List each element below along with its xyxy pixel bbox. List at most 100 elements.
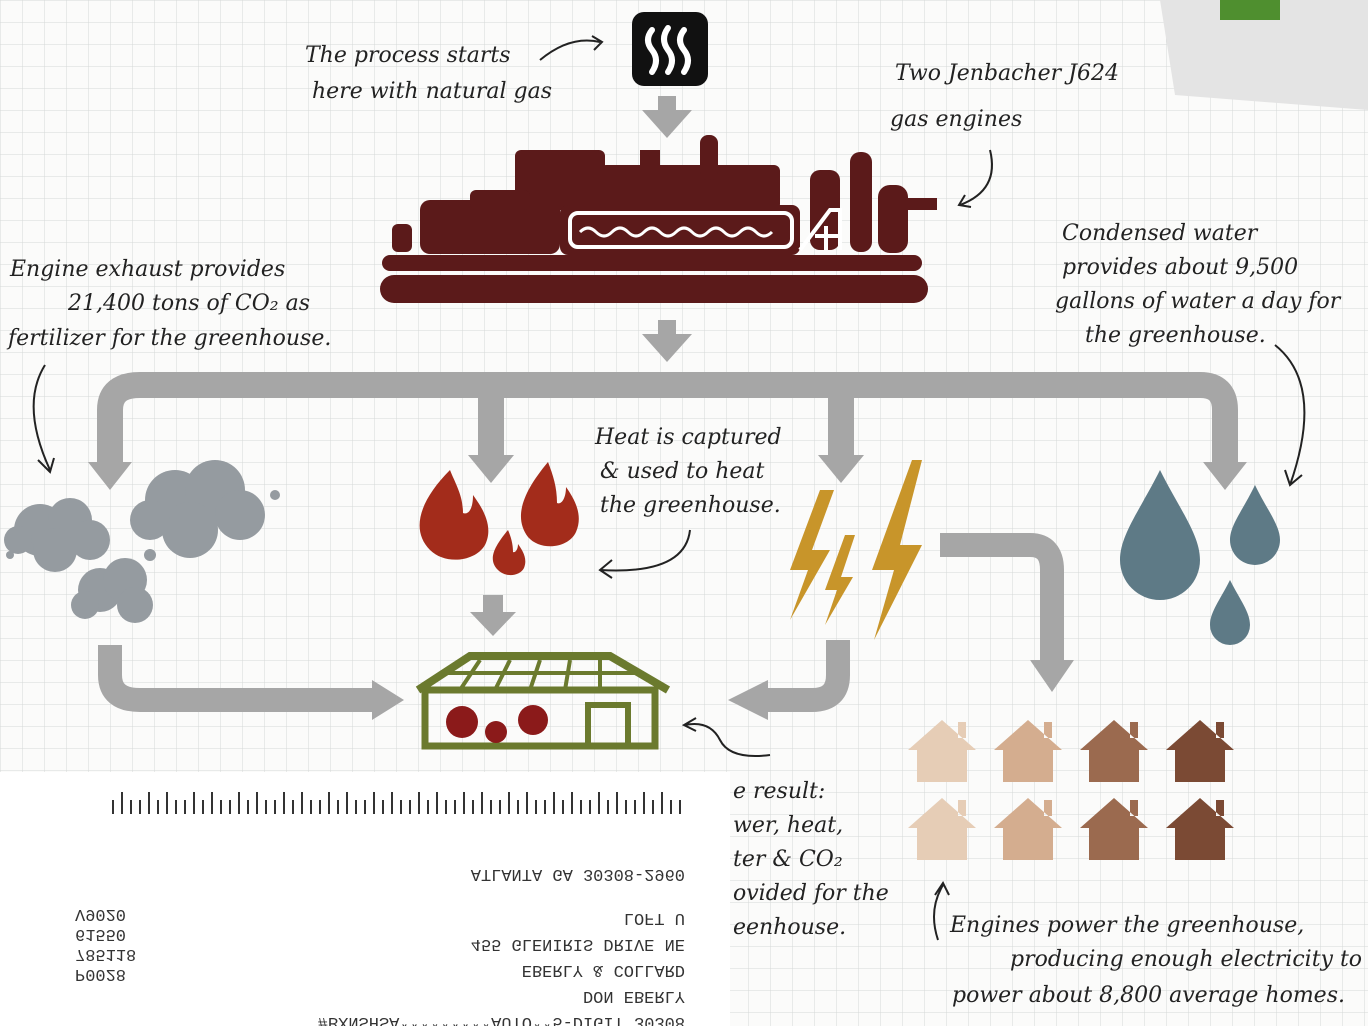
infographic: The process starts here with natural gas… (0, 0, 1368, 1026)
label-code: 61550 (75, 924, 126, 943)
barcode-bar (571, 792, 573, 814)
barcode-bar (355, 800, 357, 814)
barcode-bar (454, 800, 456, 814)
annotation-text: the greenhouse. (1085, 323, 1266, 348)
barcode-bar (373, 792, 375, 814)
barcode-bar (391, 792, 393, 814)
barcode-bar (436, 792, 438, 814)
annotation-text: wer, heat, (733, 813, 843, 838)
barcode-bar (625, 800, 627, 814)
annotation-text: ter & CO₂ (733, 847, 843, 872)
barcode-bar (274, 800, 276, 814)
annotation-text: gas engines (890, 107, 1022, 132)
annotation-text: & used to heat (600, 459, 765, 484)
annotation-text: provides about 9,500 (1062, 255, 1298, 280)
barcode-bar (544, 800, 546, 814)
barcode-bar (175, 800, 177, 814)
barcode-bar (265, 800, 267, 814)
barcode-bar (445, 800, 447, 814)
label-line: EBERLY & COLLARD (522, 960, 685, 979)
annotation-text: fertilizer for the greenhouse. (6, 326, 331, 351)
annotation-text: the greenhouse. (600, 493, 781, 518)
barcode-bar (364, 800, 366, 814)
barcode-bar (193, 792, 195, 814)
annotation-text: producing enough electricity to (1010, 947, 1362, 972)
barcode-bar (463, 792, 465, 814)
barcode-bar (409, 800, 411, 814)
label-line: #BXNSHSA*********AUTO**5-DIGIT 30308 (318, 1012, 685, 1026)
barcode-bar (526, 792, 528, 814)
barcode-bar (661, 792, 663, 814)
label-line: 455 GLENIRIS DRIVE NE (471, 934, 685, 953)
barcode-bar (121, 792, 123, 814)
label-code: V9020 (75, 904, 126, 923)
annotation-text: Heat is captured (594, 425, 782, 450)
barcode-bar (427, 800, 429, 814)
barcode-bar (670, 800, 672, 814)
annotation-text: eenhouse. (733, 915, 846, 940)
barcode-bar (283, 792, 285, 814)
barcode-bar (382, 800, 384, 814)
annotation-text: Engines power the greenhouse, (949, 913, 1304, 938)
barcode-bar (148, 792, 150, 814)
barcode-bar (580, 800, 582, 814)
mailing-label: #BXNSHSA*********AUTO**5-DIGIT 30308 DON… (0, 772, 730, 1026)
barcode-bar (400, 800, 402, 814)
label-line: ATLANTA GA 30308-2960 (471, 864, 685, 883)
annotation-text: The process starts (305, 43, 511, 68)
annotation-text: Two Jenbacher J624 (895, 61, 1119, 86)
barcode-bar (166, 792, 168, 814)
barcode-bar (481, 792, 483, 814)
barcode-bar (418, 792, 420, 814)
annotation-text: power about 8,800 average homes. (952, 983, 1345, 1008)
barcode-bar (256, 792, 258, 814)
barcode-bar (130, 800, 132, 814)
annotation-text: Engine exhaust provides (9, 257, 285, 282)
barcode-bar (328, 792, 330, 814)
barcode-bar (616, 792, 618, 814)
barcode-bar (247, 800, 249, 814)
barcode-bar (292, 800, 294, 814)
annotation-text: ovided for the (733, 881, 889, 906)
barcode-bar (184, 800, 186, 814)
label-code: P0028 (75, 964, 126, 983)
barcode-bar (472, 800, 474, 814)
barcode-bar (499, 800, 501, 814)
barcode-bar (139, 800, 141, 814)
gas-icon (632, 12, 708, 86)
barcode-bar (679, 800, 681, 814)
barcode-bar (490, 800, 492, 814)
barcode-bar (634, 800, 636, 814)
barcode-bar (643, 792, 645, 814)
barcode-bar (229, 800, 231, 814)
barcode-bar (652, 800, 654, 814)
label-line: LOFT U (624, 908, 685, 927)
label-code: 785118 (75, 944, 136, 963)
annotation-text: 21,400 tons of CO₂ as (67, 291, 310, 316)
barcode-bar (211, 792, 213, 814)
barcode-bar (346, 792, 348, 814)
barcode-bar (553, 792, 555, 814)
barcode-bar (562, 800, 564, 814)
barcode-bar (238, 792, 240, 814)
barcode-bar (220, 800, 222, 814)
barcode-bar (337, 800, 339, 814)
annotation-text: e result: (733, 779, 825, 804)
barcode-bar (589, 800, 591, 814)
barcode-bar (319, 800, 321, 814)
annotation-text: gallons of water a day for (1055, 289, 1342, 314)
barcode-bar (598, 792, 600, 814)
annotation-text: here with natural gas (312, 79, 552, 104)
annotation-text: Condensed water (1062, 221, 1259, 246)
barcode-bar (301, 792, 303, 814)
barcode-bar (310, 800, 312, 814)
barcode-bar (157, 800, 159, 814)
barcode-bar (607, 800, 609, 814)
barcode-bar (517, 800, 519, 814)
label-line: DON EBERLY (583, 986, 685, 1005)
barcode-bar (112, 800, 114, 814)
corner-tab (1220, 0, 1280, 20)
barcode-bar (535, 800, 537, 814)
barcode-bar (202, 800, 204, 814)
barcode-bar (508, 792, 510, 814)
